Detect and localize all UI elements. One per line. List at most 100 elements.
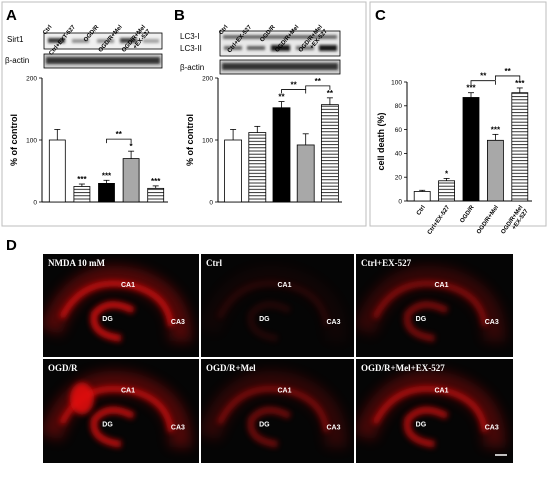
significance-bracket: [305, 85, 331, 90]
micrograph-label: NMDA 10 mM: [48, 258, 105, 268]
significance-bracket: [106, 138, 132, 144]
panel-letter-b: B: [174, 7, 185, 24]
region-label: CA1: [121, 387, 135, 394]
hippocampus-fluorescence: [356, 371, 506, 449]
bar: [73, 186, 91, 203]
y-tick-label: 60: [395, 127, 403, 134]
blot-b-row-label: LC3-I: [180, 32, 200, 41]
y-tick-label: 40: [395, 151, 403, 158]
bracket-label: **: [315, 77, 322, 86]
y-tick-label: 100: [391, 79, 402, 86]
tissue-glow: [201, 265, 347, 343]
micrograph-grid: NMDA 10 mM CA1 DG CA3 Ctrl CA1 DG CA3 Ctrl+EX-52…: [43, 254, 513, 463]
bright-spot: [70, 382, 94, 415]
dentate-gyrus-layer: [403, 301, 449, 342]
region-label: CA1: [278, 387, 292, 394]
significance-bracket: [495, 75, 521, 80]
y-tick-label: 80: [395, 103, 403, 110]
micrograph-label: Ctrl: [206, 258, 222, 268]
bracket-label: **: [290, 81, 297, 90]
bar: [296, 144, 315, 203]
micrograph: Ctrl CA1 DG CA3: [201, 254, 354, 357]
y-tick-label: 0: [398, 198, 402, 205]
hippocampus-fluorescence: [356, 265, 506, 343]
region-label: DG: [259, 422, 270, 429]
micrograph: Ctrl+EX-527 CA1 DG CA3: [356, 254, 513, 357]
blot-a-row-label: Sirt1: [7, 35, 24, 44]
y-tick-label: 0: [209, 199, 213, 206]
bar: [122, 158, 140, 203]
y-tick-label: 100: [202, 137, 213, 144]
category-label: Ctrl+EX-527: [427, 204, 452, 236]
hippocampus-fluorescence: [201, 371, 347, 449]
bar: [438, 180, 456, 202]
category-label: Ctrl: [42, 24, 53, 36]
bracket-label: **: [480, 72, 487, 81]
hippocampus-fluorescence: [43, 371, 192, 449]
blot-a-row-label: β-actin: [5, 56, 29, 65]
bracket-label: **: [504, 67, 511, 76]
tissue-glow: [356, 265, 506, 343]
significance-bracket: [470, 80, 496, 85]
bar: [224, 139, 243, 203]
bar: [98, 182, 115, 203]
ca-cell-layer: [216, 280, 330, 327]
bar: [486, 139, 504, 202]
tissue-glow: [201, 371, 347, 449]
significance-label: *: [130, 142, 134, 151]
region-label: CA1: [435, 282, 449, 289]
panel-letter-d: D: [6, 237, 17, 254]
region-label: CA3: [326, 425, 340, 432]
dentate-gyrus-layer: [90, 406, 136, 448]
category-label: OGD/R: [459, 204, 476, 224]
ca-cell-layer: [59, 280, 174, 327]
significance-bracket: [281, 89, 307, 94]
bracket-label: **: [116, 130, 123, 139]
bar: [413, 191, 431, 202]
blot-b-row-label: LC3-II: [180, 44, 202, 53]
bar: [511, 92, 529, 202]
tissue-glow: [43, 265, 192, 343]
y-axis-label: cell death (%): [376, 112, 386, 170]
micrograph-label: OGD/R+Mel+EX-527: [361, 363, 445, 373]
dentate-gyrus-layer: [247, 301, 292, 342]
region-label: CA3: [485, 425, 499, 432]
micrograph-label: OGD/R: [48, 363, 78, 373]
region-label: DG: [102, 316, 113, 323]
ca-cell-layer: [372, 385, 488, 433]
hippocampus-fluorescence: [43, 265, 192, 343]
micrograph-label: Ctrl+EX-527: [361, 258, 412, 268]
region-label: DG: [259, 316, 270, 323]
significance-label: ***: [151, 177, 161, 186]
y-tick-label: 0: [33, 199, 37, 206]
micrograph: OGD/R CA1 DG CA3: [43, 359, 199, 463]
y-tick-label: 200: [26, 75, 37, 82]
category-label: Ctrl: [218, 24, 229, 36]
bar: [320, 104, 339, 203]
blot-b-row-label: β-actin: [180, 63, 204, 72]
panel-c-frame: [369, 1, 547, 227]
y-axis-label: % of control: [185, 114, 195, 166]
bar: [462, 97, 480, 202]
bar: [147, 187, 165, 203]
dentate-gyrus-layer: [90, 301, 136, 342]
significance-label: ***: [491, 125, 501, 134]
region-label: CA1: [121, 282, 135, 289]
significance-label: ***: [77, 175, 87, 184]
dentate-gyrus-layer: [403, 406, 449, 448]
panel-ab-frame: [1, 1, 367, 227]
tissue-glow: [356, 371, 506, 449]
region-label: DG: [102, 422, 113, 429]
chart-c-category-labels: Ctrl Ctrl+EX-527 OGD/R OGD/R+Mel OGD/R+Mel+E…: [416, 204, 530, 236]
micrograph: OGD/R+Mel CA1 DG CA3: [201, 359, 354, 463]
micrograph: NMDA 10 mM CA1 DG CA3: [43, 254, 199, 357]
micrograph-label: OGD/R+Mel: [206, 363, 256, 373]
panel-letter-c: C: [375, 7, 386, 24]
y-tick-label: 200: [202, 75, 213, 82]
panel-letter-a: A: [6, 7, 17, 24]
region-label: CA1: [278, 282, 292, 289]
significance-label: **: [278, 93, 285, 102]
blot-b: LC3-I LC3-II β-actin: [180, 30, 341, 75]
tissue-glow: [43, 371, 192, 449]
